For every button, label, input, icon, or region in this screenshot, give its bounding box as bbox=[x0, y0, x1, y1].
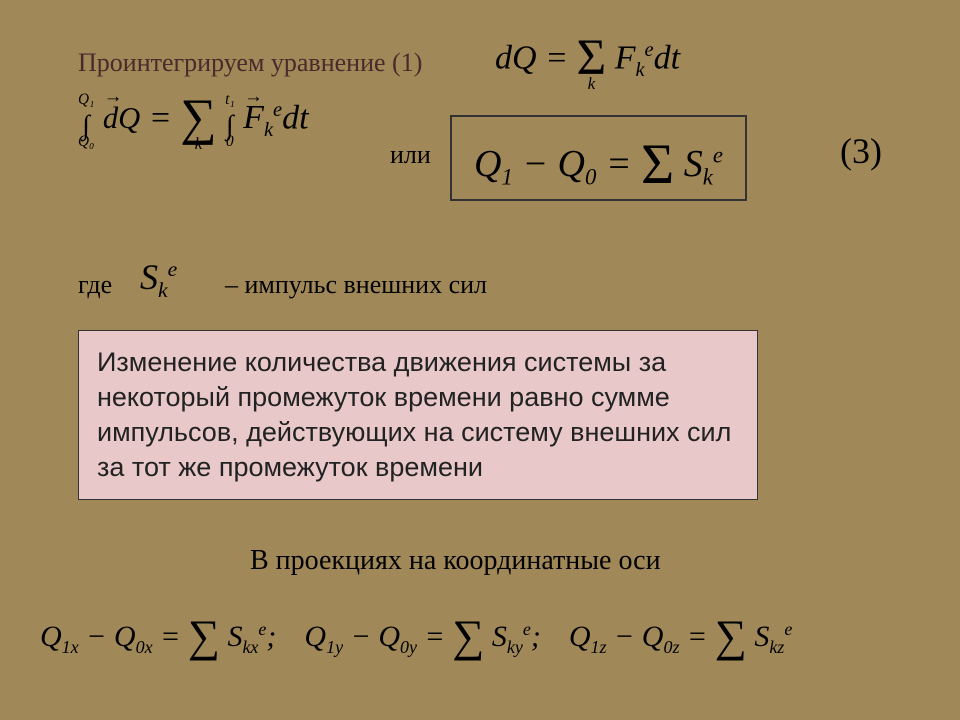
theorem-box: Изменение количества движения системы за… bbox=[78, 330, 758, 500]
formula-integral: Q₁ ∫ Q₀ dQ = ∑ k t₁ ∫ 0 Fkedt bbox=[78, 90, 309, 151]
where-label: где bbox=[78, 270, 112, 300]
projection-equations: Q1x − Q0x = ∑ Skxe; Q1y − Q0y = ∑ Skye; … bbox=[40, 605, 792, 658]
or-label: или bbox=[390, 140, 431, 170]
impulse-description: – импульс внешних сил bbox=[225, 270, 487, 300]
proj-y: Q1y − Q0y = ∑ Skye; bbox=[304, 605, 540, 658]
projections-heading: В проекциях на координатные оси bbox=[250, 545, 661, 577]
symbol-Sk: Ske bbox=[140, 256, 177, 303]
proj-x: Q1x − Q0x = ∑ Skxe; bbox=[40, 605, 276, 658]
proj-z: Q1z − Q0z = ∑ Skze bbox=[569, 605, 792, 658]
formula-boxed: Q1 − Q0 = Σ Ske bbox=[450, 115, 747, 201]
equation-number: (3) bbox=[840, 130, 882, 172]
integrate-heading: Проинтегрируем уравнение (1) bbox=[78, 48, 422, 78]
formula-dQ-sum: dQ = Σ k Fkedt bbox=[495, 30, 680, 91]
